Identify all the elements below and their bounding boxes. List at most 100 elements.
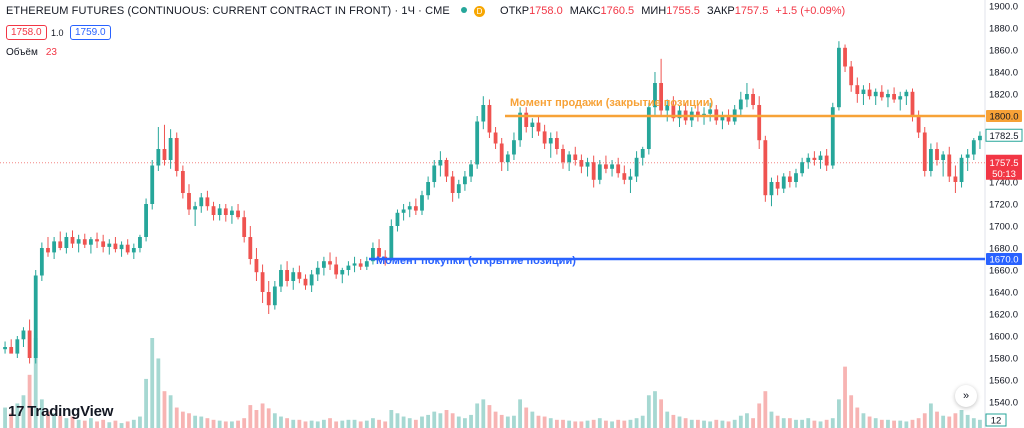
- volume-bar: [512, 415, 516, 428]
- volume-bar: [873, 418, 878, 428]
- candle-body: [21, 330, 26, 340]
- volume-bar: [279, 416, 283, 428]
- candle-body: [291, 272, 296, 281]
- high-label: МАКС: [569, 5, 601, 17]
- volume-bar: [334, 421, 339, 428]
- volume-bar: [879, 419, 884, 428]
- market-status-dot: [460, 7, 467, 13]
- candle-body: [242, 217, 247, 237]
- volume-bar: [548, 418, 553, 428]
- volume-bar: [205, 418, 210, 428]
- candle-body: [665, 105, 670, 111]
- volume-bar: [732, 419, 737, 428]
- candle-body: [236, 210, 240, 218]
- volume-bar: [493, 411, 498, 428]
- candle-body: [315, 267, 320, 275]
- candle-body: [518, 112, 522, 141]
- volume-bar: [659, 399, 664, 428]
- volume-bar: [726, 421, 731, 428]
- volume-axis-badge: [985, 413, 1007, 427]
- candle-body: [708, 109, 713, 114]
- volume-bar: [211, 419, 216, 428]
- buy-annotation[interactable]: Момент покупки (открытие позиции): [376, 255, 576, 267]
- volume-bar: [751, 418, 755, 428]
- candle-body: [941, 154, 946, 160]
- volume-legend[interactable]: Объём 23: [6, 47, 57, 58]
- volume-bar: [677, 416, 682, 428]
- candle-body: [591, 162, 596, 180]
- volume-bar: [524, 407, 529, 428]
- volume-bar: [291, 419, 296, 428]
- volume-label: Объём: [6, 47, 38, 58]
- volume-bar: [242, 418, 247, 428]
- candle-body: [9, 347, 14, 354]
- candle-body: [935, 149, 939, 160]
- volume-bar: [892, 420, 896, 428]
- candle-body: [965, 154, 970, 158]
- sell-annotation[interactable]: Момент продажи (закрытие позиции): [510, 97, 714, 109]
- symbol-title[interactable]: ETHEREUM FUTURES (CONTINUOUS: CURRENT CO…: [6, 5, 450, 17]
- candle-body: [3, 347, 7, 350]
- chart-legend: ETHEREUM FUTURES (CONTINUOUS: CURRENT CO…: [6, 5, 845, 17]
- volume-bar: [432, 411, 437, 428]
- volume-bar: [953, 413, 958, 428]
- volume-bar: [328, 418, 332, 428]
- volume-bar: [542, 416, 547, 428]
- candle-body: [610, 164, 614, 169]
- candle-body: [33, 275, 38, 358]
- volume-bar: [800, 419, 805, 428]
- candle-body: [548, 138, 553, 144]
- volume-bar: [775, 415, 780, 428]
- candle-body: [855, 85, 860, 94]
- volume-bar: [456, 416, 461, 428]
- volume-bar: [407, 418, 412, 428]
- scroll-to-realtime-button[interactable]: »: [955, 385, 977, 407]
- volume-bar: [794, 419, 798, 428]
- volume-bar: [971, 418, 976, 428]
- volume-bar: [125, 421, 130, 428]
- candle-body: [174, 138, 179, 171]
- bid-button[interactable]: 1758.0: [6, 25, 47, 40]
- y-tick-label: 1900.0: [989, 2, 1018, 13]
- volume-bar: [39, 399, 44, 428]
- volume-bar: [469, 414, 473, 428]
- volume-bar: [297, 419, 302, 428]
- candle-body: [309, 274, 314, 286]
- candle-body: [463, 176, 467, 185]
- volume-bar: [138, 416, 142, 428]
- candle-body: [469, 164, 473, 177]
- volume-bar: [610, 421, 614, 428]
- volume-bar: [886, 419, 890, 428]
- countdown-text: 50:13: [992, 169, 1016, 180]
- candle-body: [892, 94, 896, 100]
- candle-body: [879, 91, 884, 98]
- candle-body: [199, 197, 204, 207]
- candle-body: [321, 261, 326, 268]
- last-value-text: 1782.5: [989, 131, 1018, 142]
- y-tick-label: 1880.0: [989, 24, 1018, 35]
- buy-level-badge-bg: [986, 253, 1022, 265]
- volume-bar: [745, 413, 749, 428]
- volume-bar: [46, 411, 50, 428]
- volume-bar: [689, 419, 694, 428]
- ask-button[interactable]: 1759.0: [70, 25, 111, 40]
- volume-bar: [413, 419, 418, 428]
- candle-body: [757, 105, 762, 141]
- volume-bar: [389, 410, 394, 428]
- tradingview-logo[interactable]: 17 TradingView: [8, 403, 113, 420]
- volume-bar: [830, 418, 835, 428]
- volume-bar: [554, 419, 559, 428]
- dividend-badge[interactable]: D: [473, 5, 485, 17]
- volume-bar: [959, 410, 964, 428]
- volume-bar: [622, 420, 627, 428]
- volume-bar: [193, 415, 198, 428]
- candle-body: [646, 107, 651, 149]
- candle-body: [536, 122, 541, 132]
- candle-body: [426, 182, 431, 196]
- current-price-text: 1757.5: [989, 158, 1018, 169]
- candle-body: [377, 248, 381, 257]
- volume-bar: [340, 420, 345, 428]
- candle-body: [824, 155, 829, 166]
- volume-bar: [567, 420, 572, 428]
